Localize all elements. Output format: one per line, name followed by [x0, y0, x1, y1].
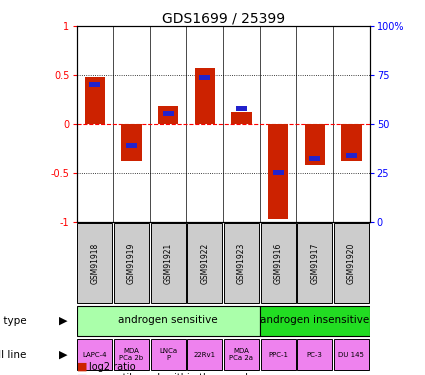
- Text: GSM91917: GSM91917: [310, 242, 319, 284]
- Text: GSM91920: GSM91920: [347, 242, 356, 284]
- FancyBboxPatch shape: [260, 306, 370, 336]
- Text: LAPC-4: LAPC-4: [82, 351, 107, 357]
- FancyBboxPatch shape: [261, 339, 296, 370]
- Bar: [89, 82, 100, 87]
- Title: GDS1699 / 25399: GDS1699 / 25399: [162, 11, 285, 25]
- Text: GSM91919: GSM91919: [127, 242, 136, 284]
- FancyBboxPatch shape: [187, 339, 222, 370]
- Text: GSM91921: GSM91921: [164, 243, 173, 284]
- Bar: [236, 106, 247, 111]
- Text: PPC-1: PPC-1: [268, 351, 288, 357]
- Bar: [163, 111, 174, 116]
- Bar: [231, 112, 252, 124]
- Text: GSM91916: GSM91916: [274, 242, 283, 284]
- FancyBboxPatch shape: [150, 223, 186, 303]
- Text: MDA
PCa 2b: MDA PCa 2b: [119, 348, 144, 361]
- Bar: [341, 124, 362, 161]
- Text: androgen insensitive: androgen insensitive: [260, 315, 369, 326]
- Text: MDA
PCa 2a: MDA PCa 2a: [230, 348, 253, 361]
- Bar: [126, 142, 137, 148]
- Text: GSM91923: GSM91923: [237, 242, 246, 284]
- FancyBboxPatch shape: [77, 223, 113, 303]
- FancyBboxPatch shape: [187, 223, 222, 303]
- FancyBboxPatch shape: [334, 223, 369, 303]
- Bar: [346, 153, 357, 158]
- Bar: [268, 124, 288, 219]
- Text: GSM91918: GSM91918: [91, 243, 99, 284]
- FancyBboxPatch shape: [224, 223, 259, 303]
- FancyBboxPatch shape: [224, 339, 259, 370]
- FancyBboxPatch shape: [150, 339, 186, 370]
- Text: ■: ■: [76, 362, 87, 372]
- Bar: [199, 75, 210, 80]
- FancyBboxPatch shape: [114, 339, 149, 370]
- Bar: [309, 156, 320, 161]
- Text: cell line: cell line: [0, 350, 27, 360]
- Bar: [272, 170, 283, 175]
- FancyBboxPatch shape: [334, 339, 369, 370]
- Bar: [158, 106, 178, 124]
- FancyBboxPatch shape: [297, 223, 332, 303]
- Bar: [122, 124, 142, 161]
- FancyBboxPatch shape: [261, 223, 296, 303]
- Text: androgen sensitive: androgen sensitive: [118, 315, 218, 326]
- Text: 22Rv1: 22Rv1: [194, 351, 216, 357]
- FancyBboxPatch shape: [114, 223, 149, 303]
- Text: ■: ■: [76, 373, 87, 375]
- Bar: [305, 124, 325, 165]
- Text: ▶: ▶: [59, 350, 68, 360]
- FancyBboxPatch shape: [297, 339, 332, 370]
- FancyBboxPatch shape: [77, 339, 113, 370]
- Text: PC-3: PC-3: [307, 351, 323, 357]
- Text: cell type: cell type: [0, 316, 27, 326]
- Bar: [85, 77, 105, 124]
- Bar: [195, 68, 215, 124]
- Text: log2 ratio: log2 ratio: [89, 362, 136, 372]
- FancyBboxPatch shape: [76, 306, 260, 336]
- Text: GSM91922: GSM91922: [200, 243, 209, 284]
- Text: DU 145: DU 145: [338, 351, 364, 357]
- Text: LNCa
P: LNCa P: [159, 348, 177, 361]
- Text: ▶: ▶: [59, 316, 68, 326]
- Text: percentile rank within the sample: percentile rank within the sample: [89, 373, 254, 375]
